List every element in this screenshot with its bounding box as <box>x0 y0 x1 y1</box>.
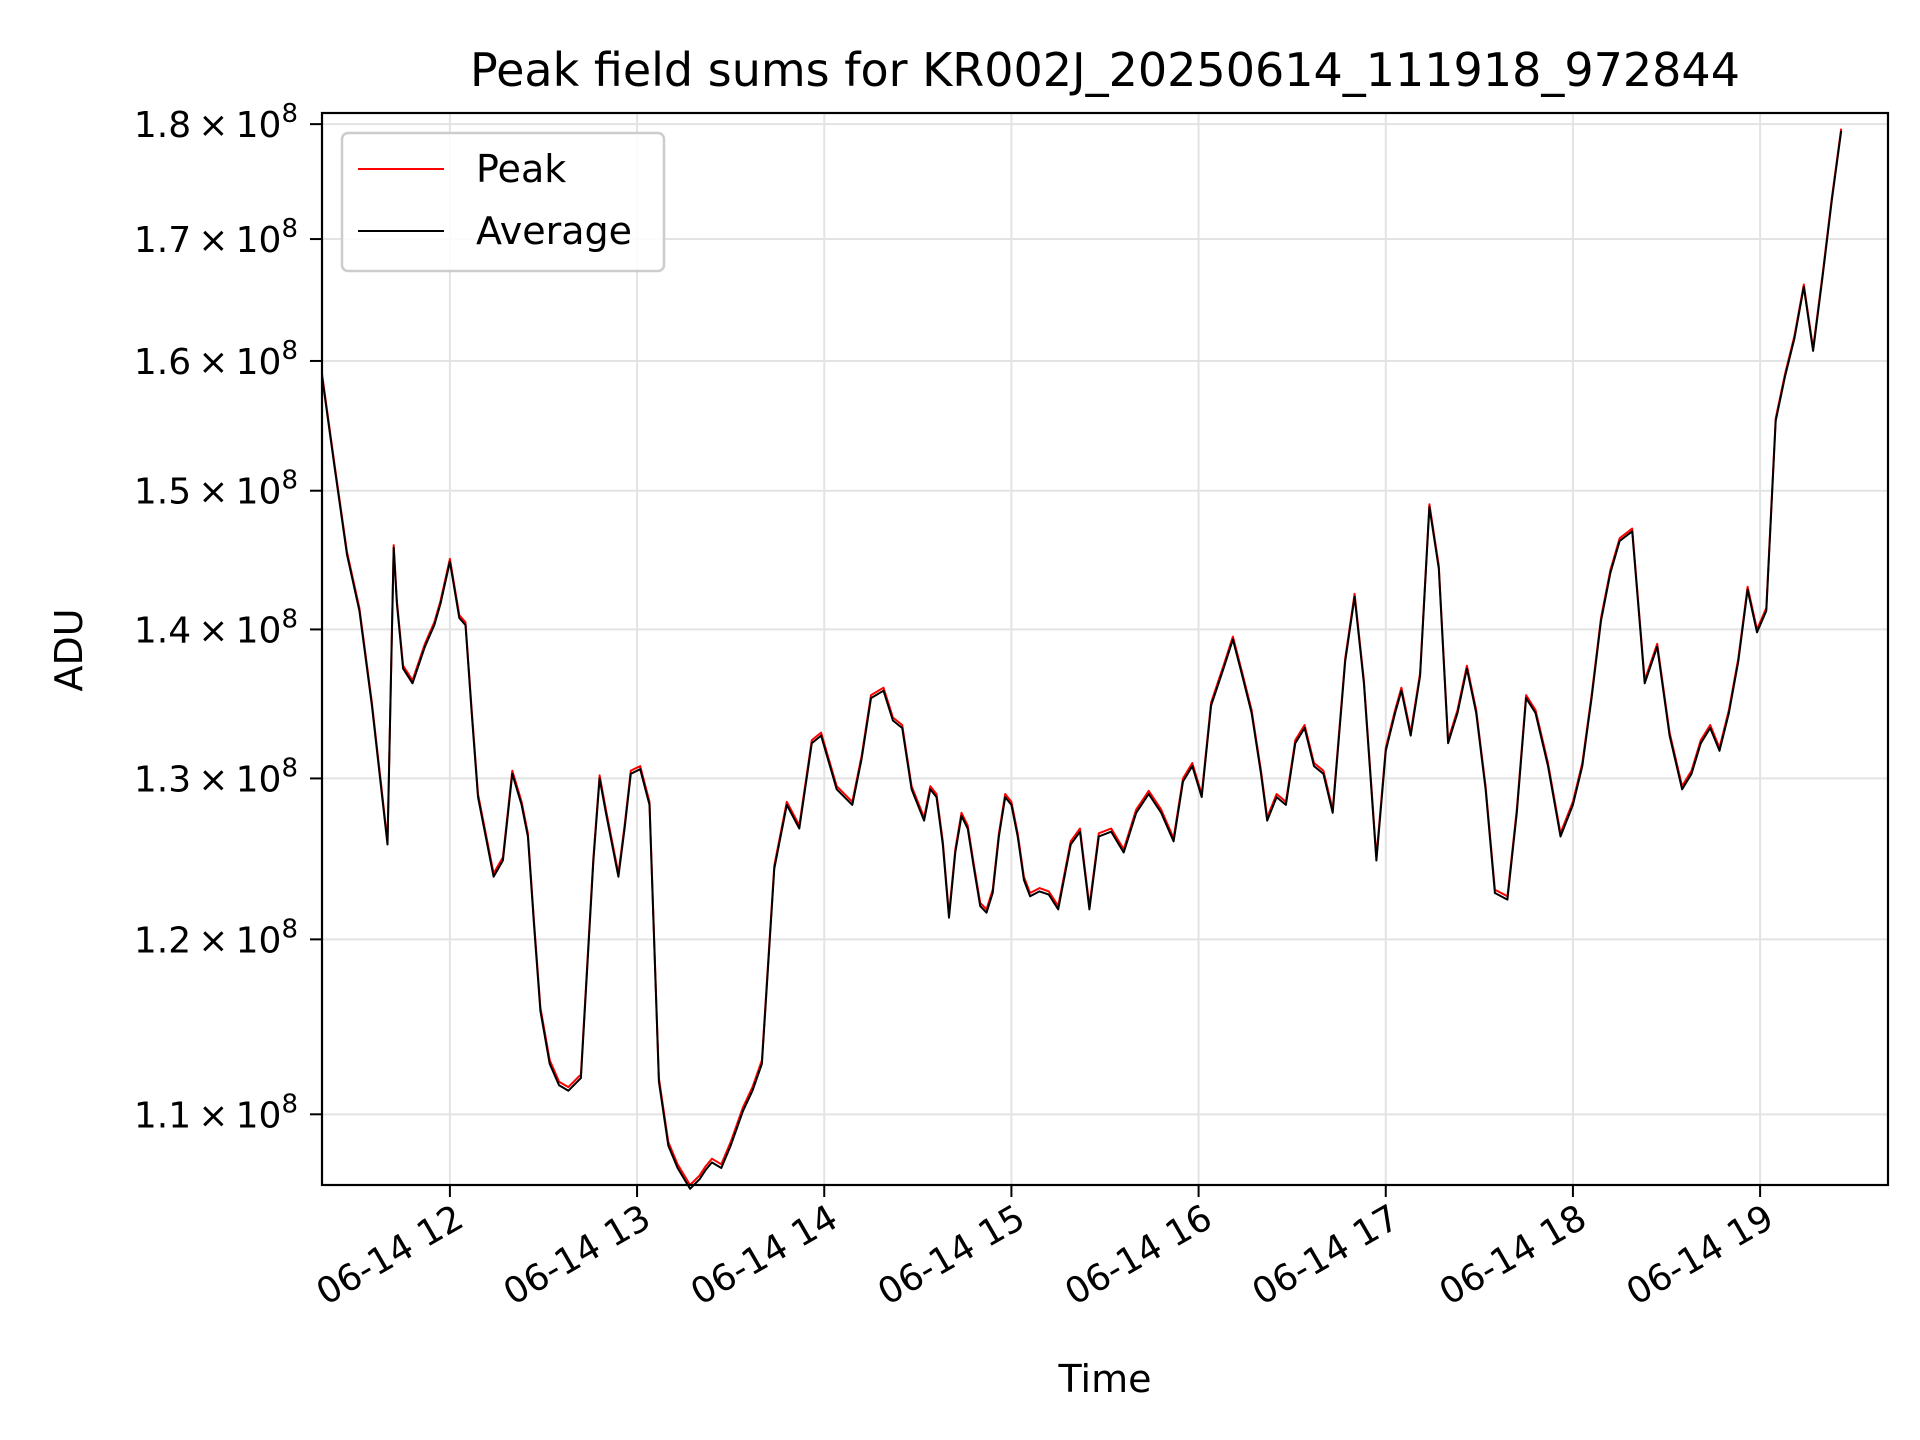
y-tick-exponent: 8 <box>281 914 298 944</box>
y-tick-exponent: 8 <box>281 336 298 366</box>
y-axis-label: ADU <box>47 608 91 691</box>
y-tick-mantissa: 1.1 × 10 <box>134 1095 282 1136</box>
y-tick-mantissa: 1.5 × 10 <box>134 472 282 513</box>
y-tick-mantissa: 1.2 × 10 <box>134 920 282 961</box>
y-tick-exponent: 8 <box>281 753 298 783</box>
y-tick-label: 1.7 × 108 <box>134 214 298 261</box>
grid <box>322 113 1888 1185</box>
y-tick-mantissa: 1.4 × 10 <box>134 610 282 651</box>
y-tick-label: 1.1 × 108 <box>134 1089 298 1136</box>
y-tick-mantissa: 1.7 × 10 <box>134 220 282 261</box>
y-tick-label: 1.6 × 108 <box>134 336 298 383</box>
y-tick-label: 1.4 × 108 <box>134 604 298 651</box>
y-tick-exponent: 8 <box>281 466 298 496</box>
series-layer <box>321 128 1843 1190</box>
y-tick-exponent: 8 <box>281 604 298 634</box>
y-tick-exponent: 8 <box>281 1089 298 1119</box>
legend-box <box>340 131 666 273</box>
legend: Peak Average <box>340 131 666 273</box>
y-tick-mantissa: 1.3 × 10 <box>134 759 282 800</box>
y-tick-mantissa: 1.8 × 10 <box>134 105 282 146</box>
y-tick-label: 1.3 × 108 <box>134 753 298 800</box>
y-tick-label: 1.2 × 108 <box>134 914 298 961</box>
y-tick-exponent: 8 <box>281 99 298 129</box>
average-series-line <box>321 130 1843 1190</box>
legend-label-peak: Peak <box>476 147 566 191</box>
x-axis-label: Time <box>1058 1357 1152 1401</box>
y-tick-mantissa: 1.6 × 10 <box>134 342 282 383</box>
legend-label-average: Average <box>476 209 632 253</box>
chart-title: Peak field sums for KR002J_20250614_1119… <box>470 43 1740 97</box>
y-tick-label: 1.5 × 108 <box>134 466 298 513</box>
y-tick-label: 1.8 × 108 <box>134 99 298 146</box>
plot-frame <box>320 111 1890 1187</box>
y-tick-exponent: 8 <box>281 214 298 244</box>
